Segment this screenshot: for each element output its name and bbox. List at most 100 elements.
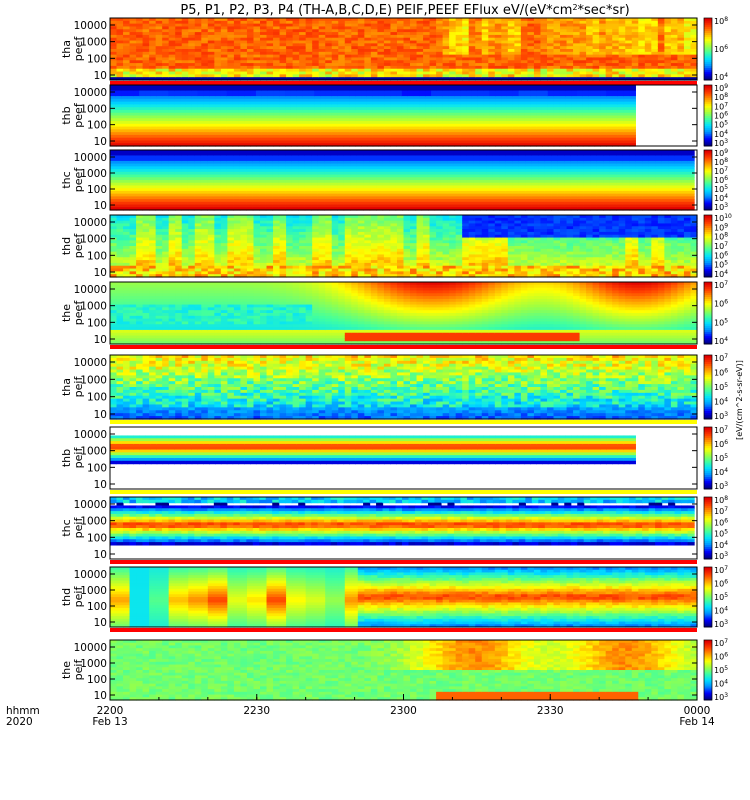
heatmap-cell xyxy=(370,63,379,67)
heatmap-cell xyxy=(181,63,189,67)
heatmap-cell xyxy=(318,40,326,44)
heatmap-cell xyxy=(449,71,457,75)
heatmap-cell xyxy=(410,71,418,75)
heatmap-cell xyxy=(429,46,437,50)
heatmap-cell xyxy=(286,51,294,56)
heatmap-cell xyxy=(377,57,385,61)
heatmap-cell xyxy=(449,43,457,47)
heatmap-cell xyxy=(436,60,444,64)
heatmap-cell xyxy=(110,46,118,50)
heatmap-cell xyxy=(142,60,150,64)
y-tick-label: 10000 xyxy=(74,87,107,99)
heatmap-cell xyxy=(240,29,248,33)
heatmap-cell xyxy=(149,18,157,22)
heatmap-cell xyxy=(181,46,189,50)
heatmap-cell xyxy=(377,77,385,81)
heatmap-cell xyxy=(488,23,496,28)
heatmap-cell xyxy=(514,43,522,47)
heatmap-cell xyxy=(260,68,268,73)
heatmap-cell xyxy=(266,34,274,39)
heatmap-cell xyxy=(442,68,450,73)
heatmap-cell xyxy=(533,57,542,61)
heatmap-cell xyxy=(207,37,215,42)
heatmap-cell xyxy=(390,18,398,22)
heatmap-cell xyxy=(175,46,183,50)
heatmap-cell xyxy=(410,51,418,56)
heatmap-cell xyxy=(233,37,242,42)
heatmap-cell xyxy=(273,51,281,56)
colorbar-step xyxy=(704,18,712,21)
heatmap-cell xyxy=(266,29,274,33)
heatmap-cell xyxy=(338,32,346,36)
heatmap-cell xyxy=(514,60,522,64)
heatmap-cell xyxy=(573,43,581,47)
heatmap-cell xyxy=(364,18,372,22)
heatmap-cell xyxy=(253,40,261,44)
heatmap-cell xyxy=(462,18,470,22)
heatmap-cell xyxy=(149,65,157,70)
heatmap-cell xyxy=(560,18,568,22)
heatmap-cell xyxy=(377,37,385,42)
heatmap-cell xyxy=(155,32,163,36)
heatmap-cell xyxy=(560,68,568,73)
heatmap-cell xyxy=(305,23,313,28)
heatmap-cell xyxy=(318,65,326,70)
heatmap-cell xyxy=(462,23,470,28)
heatmap-cell xyxy=(201,23,209,28)
heatmap-cell xyxy=(220,57,228,61)
heatmap-cell xyxy=(233,34,242,39)
heatmap-cell xyxy=(260,60,268,64)
heatmap-cell xyxy=(227,74,235,78)
heatmap-cell xyxy=(175,54,183,59)
heatmap-cell xyxy=(579,18,587,22)
heatmap-cell xyxy=(501,40,509,44)
heatmap-cell xyxy=(110,54,118,59)
heatmap-cell xyxy=(357,46,365,50)
heatmap-cell xyxy=(566,34,574,39)
heatmap-cell xyxy=(175,60,183,64)
heatmap-cell xyxy=(351,63,359,67)
heatmap-cell xyxy=(162,49,170,53)
heatmap-cell xyxy=(338,29,346,33)
heatmap-cell xyxy=(331,51,339,56)
heatmap-cell xyxy=(488,71,496,75)
heatmap-cell xyxy=(586,43,594,47)
heatmap-cell xyxy=(455,77,463,81)
heatmap-cell xyxy=(194,63,202,67)
heatmap-cell xyxy=(514,49,522,53)
heatmap-cell xyxy=(194,54,202,59)
heatmap-cell xyxy=(338,37,346,42)
heatmap-cell xyxy=(390,43,398,47)
heatmap-cell xyxy=(442,60,450,64)
heatmap-cell xyxy=(253,34,261,39)
heatmap-cell xyxy=(560,23,568,28)
heatmap-cell xyxy=(514,46,522,50)
heatmap-cell xyxy=(357,34,365,39)
heatmap-cell xyxy=(194,51,202,56)
heatmap-cell xyxy=(462,37,470,42)
heatmap-cell xyxy=(442,40,450,44)
heatmap-cell xyxy=(566,40,574,44)
heatmap-cell xyxy=(207,77,215,81)
heatmap-cell xyxy=(266,49,274,53)
heatmap-cell xyxy=(136,71,144,75)
heatmap-cell xyxy=(220,68,228,73)
heatmap-cell xyxy=(507,40,515,44)
heatmap-cell xyxy=(540,71,548,75)
heatmap-cell xyxy=(475,49,483,53)
heatmap-cell xyxy=(279,34,287,39)
heatmap-cell xyxy=(188,43,196,47)
heatmap-cell xyxy=(507,20,515,25)
heatmap-cell xyxy=(220,20,228,25)
heatmap-cell xyxy=(181,32,189,36)
heatmap-cell xyxy=(110,18,118,22)
heatmap-cell xyxy=(540,26,548,30)
heatmap-cell xyxy=(396,68,405,73)
heatmap-cell xyxy=(175,57,183,61)
heatmap-cell xyxy=(162,65,170,70)
heatmap-cell xyxy=(527,26,535,30)
heatmap-cell xyxy=(377,65,385,70)
heatmap-cell xyxy=(201,37,209,42)
heatmap-cell xyxy=(475,29,483,33)
heatmap-cell xyxy=(455,26,463,30)
